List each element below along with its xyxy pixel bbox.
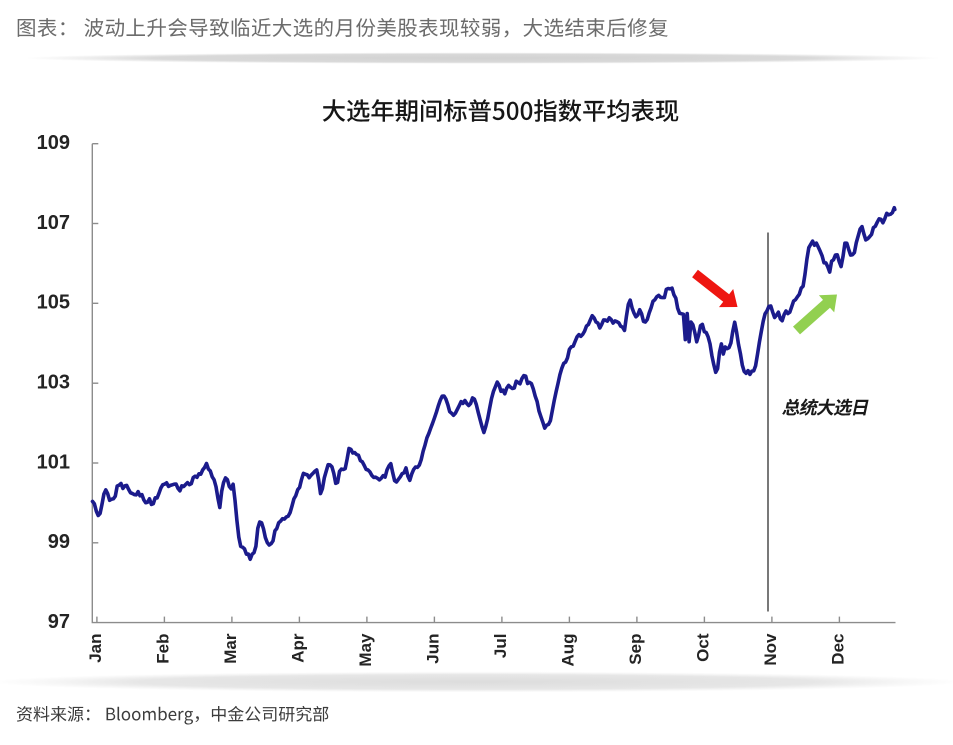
svg-text:Apr: Apr	[289, 633, 308, 663]
svg-text:103: 103	[37, 372, 70, 394]
svg-text:Jul: Jul	[491, 634, 510, 659]
svg-text:Nov: Nov	[761, 633, 780, 666]
svg-text:97: 97	[48, 611, 70, 633]
svg-text:Mar: Mar	[221, 633, 240, 664]
svg-text:99: 99	[48, 531, 70, 553]
svg-text:105: 105	[37, 292, 70, 314]
svg-text:Jan: Jan	[86, 634, 105, 663]
svg-text:Jun: Jun	[424, 634, 443, 664]
svg-text:Feb: Feb	[154, 634, 173, 664]
svg-text:Aug: Aug	[559, 634, 578, 667]
svg-text:May: May	[356, 633, 375, 667]
svg-text:107: 107	[37, 212, 70, 234]
svg-text:Oct: Oct	[694, 633, 713, 662]
svg-text:101: 101	[37, 451, 70, 473]
svg-text:Dec: Dec	[829, 634, 848, 665]
svg-text:109: 109	[37, 132, 70, 154]
svg-text:Sep: Sep	[626, 634, 645, 665]
